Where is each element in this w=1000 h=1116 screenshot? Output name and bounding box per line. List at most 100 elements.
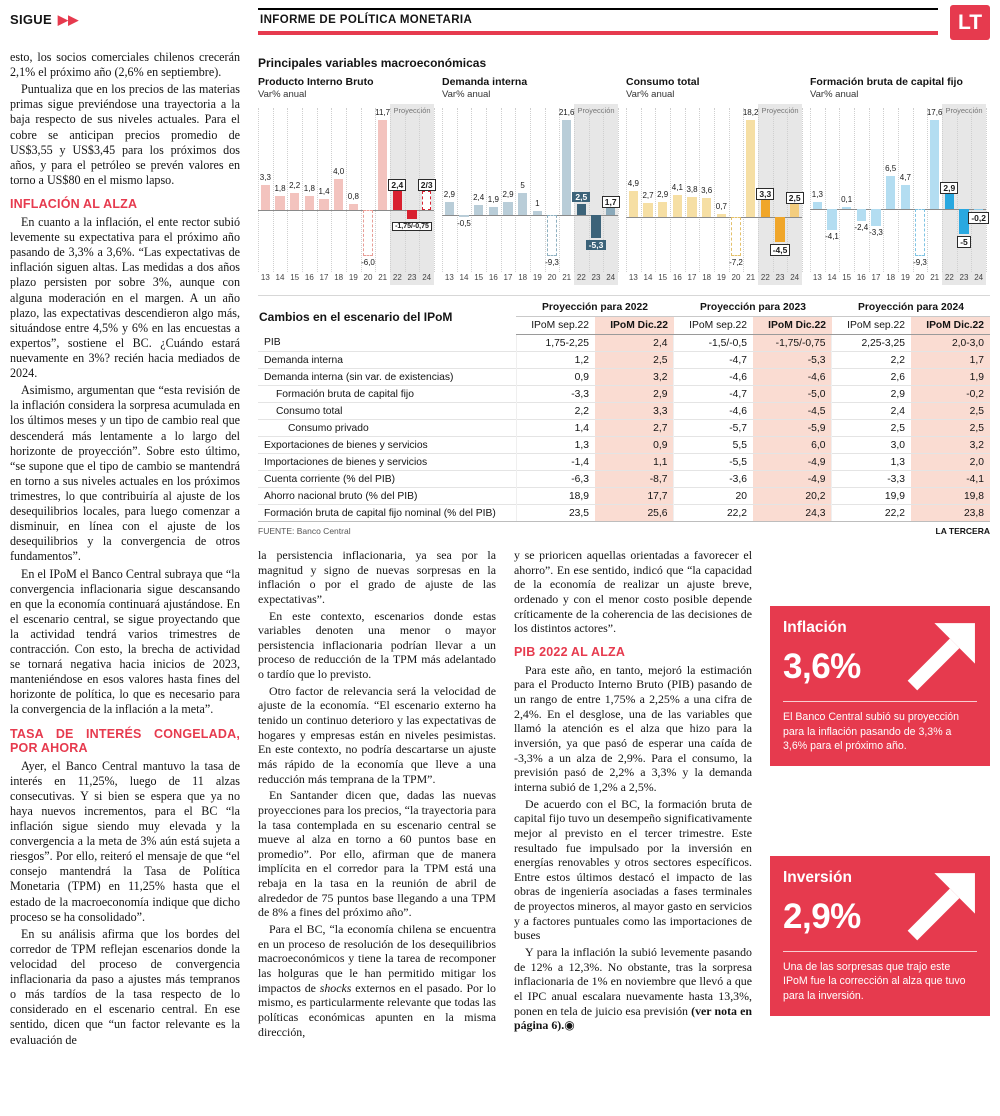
cell-value: -5,9: [752, 419, 832, 437]
projection-label: Proyección: [761, 106, 799, 115]
projection-label: Proyección: [393, 106, 431, 115]
trend-up-arrow-icon: [904, 868, 980, 949]
gridline: [986, 108, 987, 272]
cell-value: -6,3: [515, 470, 595, 488]
bar-13: [628, 191, 638, 218]
article-paragraph: Ayer, el Banco Central mantuvo la tasa d…: [10, 758, 240, 924]
callout-title: Inversión: [783, 868, 852, 886]
bar-22: [760, 199, 770, 218]
chart-plot: Proyección 4,9 13 2,7 14 2,9 15 4,1 16 3,8 17 3,6 18…: [626, 104, 804, 285]
bar-value: -5,3: [585, 240, 607, 251]
bar-16: [856, 208, 866, 222]
bar-value-label: -2,4: [839, 223, 883, 232]
bar-value-label: 11,7: [361, 108, 405, 117]
chart-title: Demanda interna: [442, 76, 528, 88]
table-row: Demanda interna 1,2 2,5 -4,7 -5,3 2,2 1,7: [258, 351, 990, 369]
text-span: Y para la inflación la subió levemente p…: [514, 945, 752, 1018]
bar-value: -7,2: [729, 258, 743, 267]
chart: Producto Interno Bruto Var% anual Proyecci…: [258, 76, 436, 285]
bar-value-label: 4,0: [317, 167, 361, 176]
row-label: Exportaciones de bienes y servicios: [258, 436, 516, 454]
bar-value-label: 2,4: [375, 179, 419, 192]
cell-value: 2,4: [595, 334, 674, 352]
table-row: Ahorro nacional bruto (% del PIB) 18,9 17,…: [258, 487, 990, 505]
bar-value: 2,9: [940, 182, 959, 195]
gridline: [684, 108, 686, 272]
cell-value: 1,1: [595, 453, 674, 471]
bar-value: -0,5: [457, 219, 471, 229]
bar-24: [973, 208, 984, 211]
callout-inflación: Inflación 3,6% El Banco Central subió su p…: [770, 606, 990, 766]
row-label: Formación bruta de capital fijo nominal …: [258, 504, 516, 522]
section-header: INFORME DE POLÍTICA MONETARIA: [258, 8, 938, 35]
bar-13: [444, 202, 454, 216]
bar-15: [841, 207, 852, 209]
bar-value-label: 2,5: [559, 192, 603, 203]
bar-24: [789, 204, 800, 218]
table-row: Cuenta corriente (% del PIB) -6,3 -8,7 -3,6…: [258, 470, 990, 488]
row-label: Formación bruta de capital fijo: [258, 385, 516, 403]
callout-value: 2,9%: [783, 896, 861, 936]
bar-value: 1,9: [487, 194, 499, 204]
cell-value: 17,7: [595, 487, 674, 505]
callout-inversión: Inversión 2,9% Una de las sorpresas que tr…: [770, 855, 990, 1016]
cell-value: 22,2: [673, 504, 753, 522]
bar-value: 2,2: [289, 180, 301, 190]
cell-value: -3,6: [673, 470, 753, 488]
cell-value: -0,2: [910, 385, 990, 403]
bar-value: 0,7: [715, 201, 727, 211]
gridline: [272, 108, 274, 272]
gridline: [375, 108, 377, 272]
x-tick: 17: [687, 273, 697, 282]
zero-axis: [258, 209, 434, 211]
table-row: Exportaciones de bienes y servicios 1,3 0,…: [258, 436, 990, 454]
source-label: FUENTE: Banco Central: [258, 526, 351, 536]
bar-value: 2,9: [657, 189, 669, 199]
cell-value: 6,0: [752, 436, 832, 454]
right-region: Principales variables macroeconómicas Pr…: [252, 46, 1000, 1114]
x-tick: 15: [842, 273, 852, 282]
gridline: [302, 108, 303, 272]
x-tick: 18: [518, 273, 528, 282]
bar-20: [363, 209, 373, 256]
x-tick: 24: [606, 273, 616, 282]
gridline: [287, 108, 289, 272]
article-paragraph: esto, los socios comerciales chilenos cr…: [10, 50, 240, 80]
text-span: (ver nota en página 6).: [514, 1003, 752, 1033]
chart: Demanda interna Var% anual Proyección 2,9 13…: [442, 76, 620, 285]
cell-value: -3,3: [515, 385, 595, 403]
row-label: Importaciones de bienes y servicios: [258, 453, 516, 471]
row-label: Cuenta corriente (% del PIB): [258, 470, 516, 488]
cell-value: 0,9: [515, 368, 595, 386]
bar-18: [517, 193, 528, 216]
bar-value: 2,9: [502, 190, 514, 200]
chart-plot: Proyección 2,9 13 -0,5 14 2,4 15 1,9 16 2,9 17 5 18 1…: [442, 104, 620, 285]
x-tick: 15: [658, 273, 668, 282]
chart-ylabel: Var% anual: [810, 89, 859, 100]
bar-18: [885, 176, 896, 209]
cell-value: 2,9: [595, 385, 674, 403]
gridline: [258, 108, 259, 272]
x-tick: 21: [378, 273, 388, 282]
bar-value-label: 2,9: [486, 190, 530, 199]
table-title: Cambios en el escenario del IPoM: [259, 310, 453, 325]
cell-value: -5,7: [673, 419, 753, 437]
x-tick: 15: [290, 273, 300, 282]
gridline: [603, 108, 605, 272]
cell-value: 1,75-2,25: [515, 334, 595, 352]
table-row: Consumo privado 1,4 2,7 -5,7 -5,9 2,5 2,5: [258, 419, 990, 437]
bar-value: -3,3: [869, 227, 883, 237]
cell-value: 0,9: [595, 436, 674, 454]
charts-row: Producto Interno Bruto Var% anual Proyecci…: [258, 76, 990, 285]
bar-value: 1,8: [303, 184, 315, 194]
bar-value-label: 2,9: [641, 190, 685, 199]
bar-value-label: 2/3: [405, 178, 449, 191]
bar-value-label: 2,2: [273, 181, 317, 190]
subheader-sep22: IPoM sep.22: [831, 316, 911, 335]
bar-17: [687, 197, 697, 218]
gridline: [714, 108, 715, 272]
bar-value-label: 0,8: [331, 192, 375, 201]
x-tick: 20: [731, 273, 741, 282]
cell-value: 20: [673, 487, 753, 505]
